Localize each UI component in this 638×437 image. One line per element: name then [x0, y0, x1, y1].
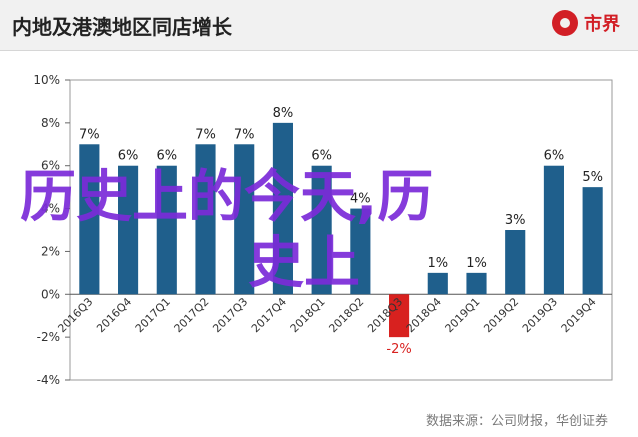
bar [272, 122, 293, 295]
x-tick-label: 2017Q3 [210, 295, 250, 335]
bar [311, 165, 332, 295]
x-tick-label: 2019Q2 [481, 295, 521, 335]
bar [79, 144, 100, 295]
y-tick-label: -2% [37, 330, 60, 344]
y-tick-label: 4% [41, 202, 60, 216]
logo-mark-icon [552, 10, 578, 36]
y-tick-label: -4% [37, 373, 60, 387]
y-tick-label: 8% [41, 116, 60, 130]
data-label: 6% [544, 149, 565, 164]
data-label: 5% [582, 170, 603, 185]
plot-frame [69, 79, 613, 381]
bar-chart: -4% -2% 0% 2% 4% 6% 8% 10% 7% 2016Q3 6% 2016Q4 6% 201… [33, 73, 613, 387]
chart-header: 内地及港澳地区同店增长 市界 [0, 0, 638, 51]
data-label: 4% [350, 192, 371, 207]
x-tick-label: 2019Q1 [443, 295, 483, 335]
source-note: 数据来源：公司财报，华创证券 [425, 414, 608, 429]
bar [427, 272, 448, 295]
x-tick-label: 2018Q4 [404, 295, 444, 335]
data-label: 1% [427, 256, 448, 271]
logo-text: 市界 [584, 14, 620, 35]
x-tick-label: 2017Q2 [172, 295, 212, 335]
x-tick-label: 2019Q4 [559, 295, 599, 335]
data-label: 7% [195, 127, 216, 142]
bar [234, 144, 255, 295]
logo: 市界 [552, 10, 620, 36]
data-label: -2% [386, 342, 411, 357]
bar [466, 272, 487, 295]
x-tick-label: 2016Q4 [94, 295, 134, 335]
bar [118, 165, 139, 295]
bar [156, 165, 177, 295]
data-label: 1% [466, 256, 487, 271]
data-label: 6% [156, 149, 177, 164]
x-tick-label: 2017Q1 [133, 295, 173, 335]
bar [543, 165, 564, 295]
y-tick-label: 10% [33, 73, 60, 87]
data-label: 3% [505, 213, 526, 228]
bar [350, 208, 371, 295]
overlay-text-line-2: 史上 [248, 231, 360, 296]
data-label: 7% [234, 127, 255, 142]
bar [505, 230, 526, 295]
y-tick-label: 2% [41, 244, 60, 258]
x-tick-label: 2018Q2 [326, 295, 366, 335]
overlay-text-line-1: 历史上的今天,历 [20, 165, 434, 230]
bar [582, 187, 603, 295]
bar [195, 144, 216, 295]
y-tick-label: 0% [41, 287, 60, 301]
data-label: 6% [311, 149, 332, 164]
x-tick-label: 2017Q4 [249, 295, 289, 335]
x-tick-label: 2016Q3 [55, 295, 95, 335]
chart-title: 内地及港澳地区同店增长 [12, 15, 232, 39]
data-label: 6% [118, 149, 139, 164]
bar [389, 294, 410, 338]
data-label: 8% [273, 106, 294, 121]
x-tick-label: 2018Q1 [288, 295, 328, 335]
y-tick-label: 6% [41, 159, 60, 173]
data-label: 7% [79, 127, 100, 142]
x-tick-label: 2019Q3 [520, 295, 560, 335]
